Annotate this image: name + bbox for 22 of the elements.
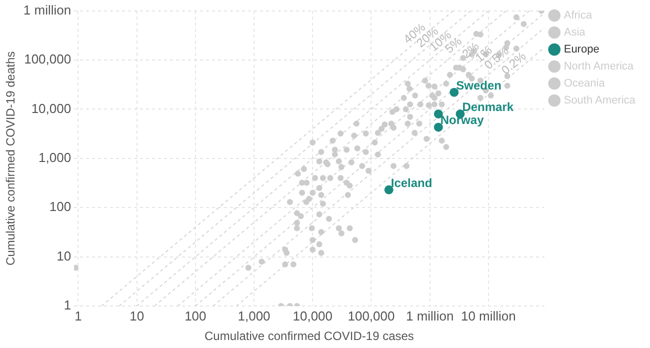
x-tick-label: 1 million bbox=[406, 308, 454, 324]
annotation: Iceland bbox=[390, 176, 432, 190]
y-tick-label: 100,000 bbox=[24, 52, 72, 67]
x-tick-label: 10 million bbox=[460, 308, 516, 324]
x-tick-label: 10,000 bbox=[292, 308, 333, 324]
y-tick-label: 1,000 bbox=[38, 150, 72, 165]
annotation: Norway bbox=[440, 113, 484, 128]
x-tick-label: 10 bbox=[130, 308, 144, 324]
y-tick-label: 1 million bbox=[23, 2, 72, 18]
y-tick-label: 10,000 bbox=[31, 100, 72, 116]
y-axis-title: Cumulative confirmed COVID-19 deaths bbox=[4, 51, 18, 266]
annotation: Denmark bbox=[462, 100, 514, 114]
y-tick-label: 100 bbox=[49, 199, 72, 214]
annotation: Sweden bbox=[456, 78, 502, 92]
x-tick-label: 1 bbox=[74, 308, 82, 324]
y-tick-label: 10 bbox=[56, 248, 72, 264]
legend-label: Europe bbox=[564, 44, 600, 56]
x-tick-label: 100 bbox=[184, 308, 206, 324]
x-axis-title: Cumulative confirmed COVID-19 cases bbox=[204, 329, 414, 344]
x-tick-label: 1,000 bbox=[238, 308, 270, 324]
y-tick-label: 1 bbox=[64, 298, 72, 313]
x-tick-label: 100,000 bbox=[348, 308, 395, 324]
